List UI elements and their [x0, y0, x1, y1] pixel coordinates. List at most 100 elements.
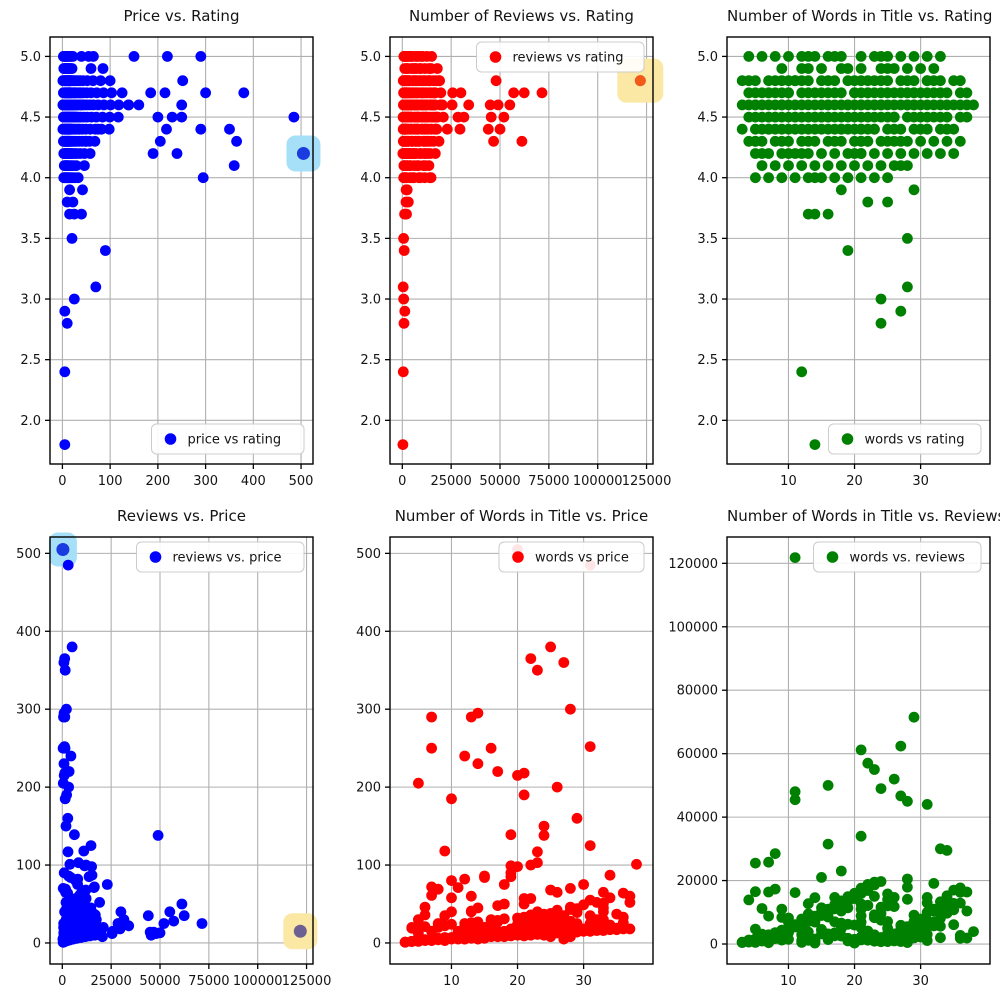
y-tick-label: 80000 [677, 684, 718, 699]
x-tick-label: 125000 [622, 474, 672, 489]
chart-canvas-words-vs-reviews: 10 20 30 0 20000 40000 60000 80000 100000 120000 w… [668, 536, 991, 989]
y-tick-label: 5.0 [20, 50, 41, 65]
x-tick-label: 0 [398, 474, 406, 489]
y-tick-label: 3.0 [360, 293, 381, 308]
subplot-reviews-vs-rating: 0 25000 50000 75000 100000 125000 2.0 2.5 3.0 3.5… [340, 0, 680, 500]
chart-title-words-vs-price: Number of Words in Title vs. Price [394, 507, 649, 525]
highlight-marker [634, 75, 646, 87]
y-tick-label: 4.0 [20, 171, 41, 186]
legend-box [136, 541, 305, 573]
y-tick-label: 0 [373, 936, 381, 951]
y-tick-label: 5.0 [360, 50, 381, 65]
x-tick-label: 75000 [188, 974, 229, 989]
scatter-points-reviews-vs-rating [397, 51, 646, 450]
chart-canvas-price-vs-rating: 0 100 200 300 400 500 2.0 2.5 3.0 3.5 4.0 4.5 5.0 pri… [20, 36, 321, 489]
y-tick-label: 2.0 [20, 414, 41, 429]
x-tick-label: 10 [443, 974, 460, 989]
y-tick-label: 2.5 [20, 353, 41, 368]
scatter-points-words-vs-rating [736, 51, 979, 450]
chart-canvas-reviews-vs-price: 0 25000 50000 75000 100000 125000 0 100 200 300 40… [16, 532, 332, 989]
x-tick-label: 20 [846, 474, 863, 489]
y-tick-label: 4.5 [697, 111, 718, 126]
chart-canvas-words-vs-rating: 10 20 30 2.0 2.5 3.0 3.5 4.0 4.5 5.0 words vs rati… [697, 36, 991, 489]
highlight-marker [293, 924, 307, 938]
legend-marker [512, 551, 524, 563]
x-tick-label: 50000 [139, 974, 180, 989]
x-tick-label: 30 [575, 974, 592, 989]
chart-title-price-vs-rating: Price vs. Rating [123, 7, 240, 25]
highlight-marker [56, 542, 70, 556]
x-tick-label: 100000 [233, 974, 283, 989]
axes-spines [49, 36, 314, 465]
legend-label: reviews vs. price [173, 551, 282, 566]
legend-marker [826, 551, 839, 563]
legend-marker [489, 51, 502, 63]
y-tick-label: 500 [16, 547, 41, 562]
y-tick-label: 4.0 [697, 171, 718, 186]
subplot-words-vs-reviews: 10 20 30 0 20000 40000 60000 80000 100000 120000 w… [668, 500, 1000, 1000]
legend-box [151, 423, 305, 455]
chart-title-words-vs-reviews: Number of Words in Title vs. Reviews [727, 507, 1000, 525]
subplot-reviews-vs-price: 0 25000 50000 75000 100000 125000 0 100 200 300 40… [0, 500, 340, 1000]
x-tick-label: 20 [846, 974, 863, 989]
x-tick-label: 125000 [282, 974, 332, 989]
y-tick-label: 100 [356, 859, 381, 874]
y-tick-label: 100 [16, 859, 41, 874]
x-tick-label: 25000 [90, 974, 131, 989]
y-tick-label: 400 [16, 625, 41, 640]
y-tick-label: 2.5 [360, 353, 381, 368]
highlight-marker [296, 146, 310, 160]
axes-spines [726, 536, 991, 965]
axes-spines [49, 536, 314, 965]
axes-spines [389, 536, 654, 965]
axes-spines [726, 36, 991, 465]
chart-title-words-vs-rating: Number of Words in Title vs. Rating [727, 7, 993, 25]
y-tick-label: 3.5 [360, 232, 381, 247]
chart-title-reviews-vs-rating: Number of Reviews vs. Rating [409, 7, 634, 25]
legend-label: words vs price [535, 551, 629, 566]
scatter-points-words-vs-price [399, 544, 642, 948]
x-tick-label: 0 [58, 474, 66, 489]
subplot-words-vs-price: 10 20 30 0 100 200 300 400 500 words vs price Num… [340, 500, 680, 1000]
x-tick-label: 400 [241, 474, 266, 489]
legend-label: words vs. reviews [850, 551, 966, 566]
legend-marker [841, 433, 854, 445]
y-tick-label: 400 [356, 625, 381, 640]
y-tick-label: 4.0 [360, 171, 381, 186]
x-tick-label: 20 [509, 974, 526, 989]
legend-box [828, 423, 982, 455]
axes-spines [389, 36, 654, 465]
legend-label: words vs rating [865, 433, 965, 448]
legend-label: price vs rating [188, 433, 282, 448]
legend-marker [149, 551, 162, 563]
y-tick-label: 0 [710, 938, 718, 953]
x-tick-label: 50000 [479, 474, 520, 489]
y-tick-label: 300 [16, 703, 41, 718]
scatter-points-reviews-vs-price [57, 544, 306, 948]
x-tick-label: 10 [780, 474, 797, 489]
x-tick-label: 300 [193, 474, 218, 489]
y-tick-label: 4.5 [20, 111, 41, 126]
y-tick-label: 3.0 [20, 293, 41, 308]
y-tick-label: 500 [356, 547, 381, 562]
y-tick-label: 200 [16, 781, 41, 796]
chart-canvas-reviews-vs-rating: 0 25000 50000 75000 100000 125000 2.0 2.5 3.0 3.5… [360, 36, 672, 489]
y-tick-label: 40000 [677, 811, 718, 826]
x-tick-label: 0 [58, 974, 66, 989]
y-tick-label: 60000 [677, 747, 718, 762]
y-tick-label: 120000 [668, 557, 718, 572]
chart-title-reviews-vs-price: Reviews vs. Price [117, 507, 246, 525]
subplot-price-vs-rating: 0 100 200 300 400 500 2.0 2.5 3.0 3.5 4.0 4.5 5.0 pri… [0, 0, 340, 500]
legend-box [476, 41, 645, 73]
y-tick-label: 3.5 [20, 232, 41, 247]
y-tick-label: 3.0 [697, 293, 718, 308]
x-tick-label: 200 [145, 474, 170, 489]
y-tick-label: 2.0 [697, 414, 718, 429]
y-tick-label: 4.5 [360, 111, 381, 126]
scatter-points-words-vs-reviews [736, 552, 979, 949]
y-tick-label: 2.5 [697, 353, 718, 368]
x-tick-label: 100 [98, 474, 123, 489]
y-tick-label: 200 [356, 781, 381, 796]
